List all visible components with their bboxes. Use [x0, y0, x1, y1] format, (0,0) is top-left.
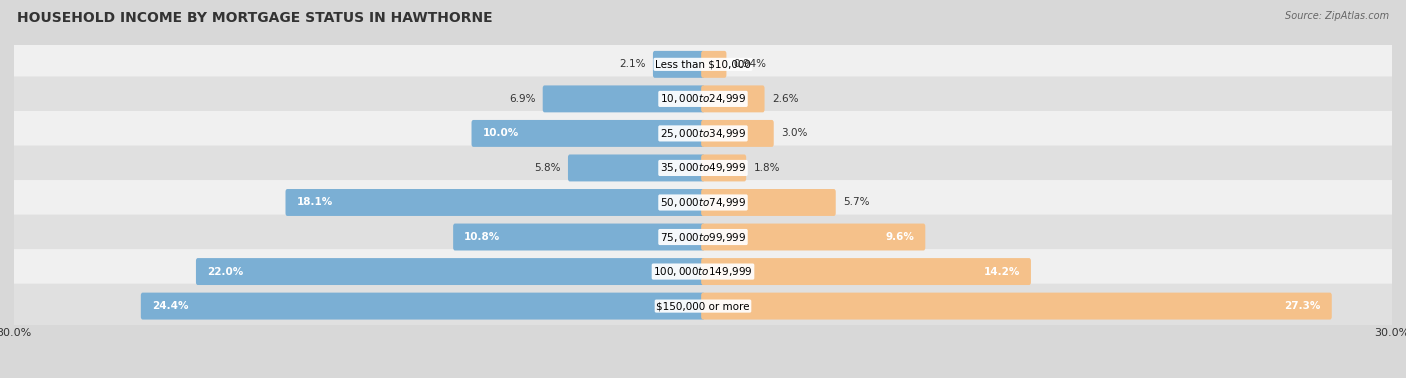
- Text: $150,000 or more: $150,000 or more: [657, 301, 749, 311]
- Text: 10.0%: 10.0%: [482, 129, 519, 138]
- FancyBboxPatch shape: [702, 258, 1031, 285]
- Legend: Without Mortgage, With Mortgage: Without Mortgage, With Mortgage: [576, 375, 830, 378]
- FancyBboxPatch shape: [4, 284, 1402, 328]
- FancyBboxPatch shape: [141, 293, 704, 319]
- Text: 3.0%: 3.0%: [782, 129, 807, 138]
- FancyBboxPatch shape: [543, 85, 704, 112]
- FancyBboxPatch shape: [4, 146, 1402, 191]
- FancyBboxPatch shape: [702, 293, 1331, 319]
- Text: Less than $10,000: Less than $10,000: [655, 59, 751, 69]
- FancyBboxPatch shape: [702, 155, 747, 181]
- FancyBboxPatch shape: [4, 215, 1402, 259]
- FancyBboxPatch shape: [702, 85, 765, 112]
- FancyBboxPatch shape: [702, 120, 773, 147]
- Text: $35,000 to $49,999: $35,000 to $49,999: [659, 161, 747, 175]
- FancyBboxPatch shape: [4, 42, 1402, 87]
- FancyBboxPatch shape: [568, 155, 704, 181]
- Text: 22.0%: 22.0%: [207, 266, 243, 277]
- FancyBboxPatch shape: [4, 76, 1402, 121]
- Text: $25,000 to $34,999: $25,000 to $34,999: [659, 127, 747, 140]
- Text: 2.6%: 2.6%: [772, 94, 799, 104]
- Text: 5.8%: 5.8%: [534, 163, 561, 173]
- FancyBboxPatch shape: [4, 111, 1402, 156]
- Text: 6.9%: 6.9%: [509, 94, 536, 104]
- FancyBboxPatch shape: [652, 51, 704, 78]
- Text: 14.2%: 14.2%: [984, 266, 1019, 277]
- Text: $100,000 to $149,999: $100,000 to $149,999: [654, 265, 752, 278]
- FancyBboxPatch shape: [195, 258, 704, 285]
- FancyBboxPatch shape: [285, 189, 704, 216]
- Text: $10,000 to $24,999: $10,000 to $24,999: [659, 92, 747, 105]
- FancyBboxPatch shape: [453, 223, 704, 251]
- Text: $50,000 to $74,999: $50,000 to $74,999: [659, 196, 747, 209]
- Text: 2.1%: 2.1%: [619, 59, 645, 69]
- Text: 24.4%: 24.4%: [152, 301, 188, 311]
- Text: 0.94%: 0.94%: [734, 59, 766, 69]
- FancyBboxPatch shape: [4, 249, 1402, 294]
- FancyBboxPatch shape: [702, 51, 727, 78]
- Text: HOUSEHOLD INCOME BY MORTGAGE STATUS IN HAWTHORNE: HOUSEHOLD INCOME BY MORTGAGE STATUS IN H…: [17, 11, 492, 25]
- FancyBboxPatch shape: [471, 120, 704, 147]
- Text: 1.8%: 1.8%: [754, 163, 780, 173]
- Text: 9.6%: 9.6%: [886, 232, 914, 242]
- Text: 10.8%: 10.8%: [464, 232, 501, 242]
- Text: 18.1%: 18.1%: [297, 197, 333, 208]
- FancyBboxPatch shape: [702, 223, 925, 251]
- Text: 27.3%: 27.3%: [1284, 301, 1320, 311]
- Text: $75,000 to $99,999: $75,000 to $99,999: [659, 231, 747, 243]
- Text: 5.7%: 5.7%: [844, 197, 869, 208]
- FancyBboxPatch shape: [4, 180, 1402, 225]
- Text: Source: ZipAtlas.com: Source: ZipAtlas.com: [1285, 11, 1389, 21]
- FancyBboxPatch shape: [702, 189, 835, 216]
